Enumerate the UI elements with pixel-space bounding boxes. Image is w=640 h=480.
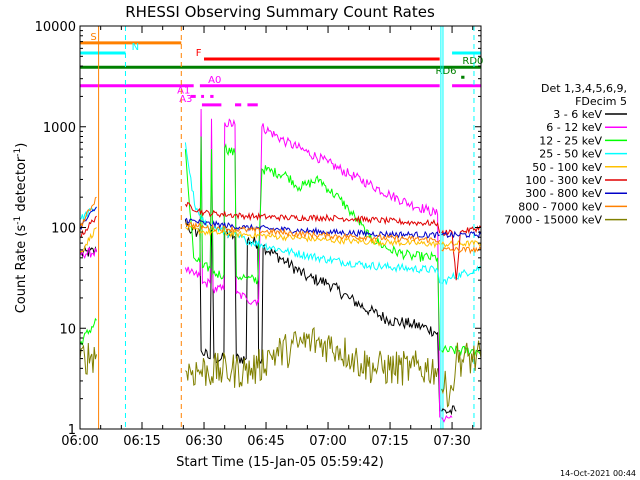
y-tick-label: 1000 [43,121,76,136]
x-tick-label: 06:45 [247,434,284,449]
y-tick-label: 10000 [35,20,76,35]
series-line-25-50-kev [441,265,482,285]
series-line-25-50-kev [184,142,441,284]
legend-label-7000-15000-kev: 7000 - 15000 keV [504,214,602,227]
x-tick-label: 06:00 [61,434,98,449]
legend-label-300-800-kev: 300 - 800 keV [525,187,602,200]
series-line-12-25-kev [79,317,97,346]
series-line-12-25-kev [184,136,441,351]
series-line-800-7000-kev [184,221,441,243]
series-12-25-kev [79,136,482,357]
legend-label-6-12-kev: 6 - 12 keV [546,121,602,134]
series-line-800-7000-kev [441,245,482,255]
x-axis-ticks: 06:00 06:15 06:30 06:45 07:00 07:15 07:30 [61,26,474,449]
legend-label-3-6-kev: 3 - 6 keV [553,108,602,121]
series-line-6-12-kev [441,414,453,423]
flag-label-a1: A1 [177,85,190,96]
legend-label-12-25-kev: 12 - 25 keV [539,134,602,147]
y-axis-label: Count Rate (s-1 detector-1) [13,143,29,314]
y-tick-label: 1 [68,423,76,438]
x-tick-label: 07:00 [309,434,346,449]
series-line-3-6-kev [441,405,457,416]
y-axis-ticks: 1 10 100 1000 10000 [35,20,481,438]
x-axis-label: Start Time (15-Jan-05 05:59:42) [176,455,384,470]
flag-label-rd0: RD0 [462,56,483,67]
y-tick-label: 100 [51,222,76,237]
series-100-300-kev [79,201,482,281]
flag-label-n: N [132,42,139,53]
generated-timestamp: 14-Oct-2021 00:44 [560,469,636,478]
series-25-50-kev [79,142,482,285]
series-line-50-100-kev [441,240,482,248]
flag-label-s: S [90,32,96,43]
flag-label-a0: A0 [208,75,221,86]
series-line-300-800-kev [441,230,482,239]
series-line-25-50-kev [79,206,97,221]
series-line-7000-15000-kev [185,326,439,388]
series-line-50-100-kev [79,227,97,254]
series-line-100-300-kev [441,225,482,281]
series-line-7000-15000-kev [441,340,482,408]
series-7000-15000-kev [79,326,482,408]
legend-label-25-50-kev: 25 - 50 keV [539,148,602,161]
series-line-7000-15000-kev [79,342,97,375]
legend-header-line-2: FDecim 5 [575,95,627,108]
x-tick-label: 06:30 [185,434,222,449]
series-line-100-300-kev [184,201,441,234]
legend-label-800-7000-kev: 800 - 7000 keV [518,200,602,213]
series-line-12-25-kev [441,344,482,357]
legend-header-line-1: Det 1,3,4,5,6,9, [541,82,627,95]
x-tick-label: 06:15 [123,434,160,449]
flag-label-a3: A3 [179,94,192,105]
series-group [79,108,482,423]
series-line-300-800-kev [185,217,440,239]
y-tick-label: 10 [59,322,76,337]
flag-label-rd6: RD6 [436,66,457,77]
event-lines [98,26,475,429]
series-line-800-7000-kev [79,196,97,228]
chart-title: RHESSI Observing Summary Count Rates [125,3,435,21]
flag-label-f: F [196,48,202,59]
legend-label-100-300-kev: 100 - 300 keV [525,174,602,187]
legend-label-50-100-kev: 50 - 100 keV [532,161,602,174]
series-line-6-12-kev [184,108,441,418]
series-800-7000-kev [79,196,482,255]
x-tick-label: 07:30 [433,434,470,449]
series-line-3-6-kev [184,219,441,412]
x-tick-label: 07:15 [371,434,408,449]
